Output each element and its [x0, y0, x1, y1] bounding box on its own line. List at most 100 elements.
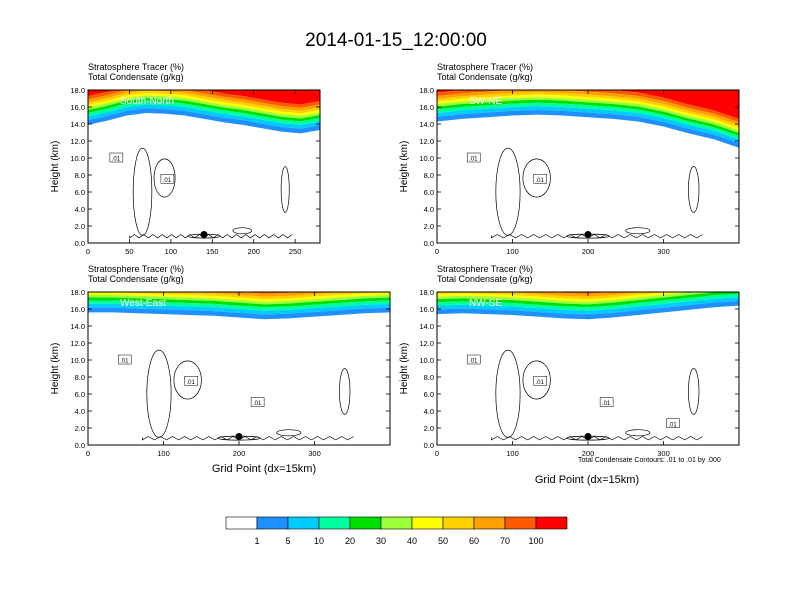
condensate-contour [339, 368, 351, 415]
tracer-band-2 [88, 303, 390, 315]
tracer-band-4 [88, 98, 320, 122]
y-tick-label: 6.0 [75, 188, 85, 197]
chart-panel-sw-ne: .01 .01 SW-NE 0.0 2.0 4.0 6.0 8.0 10.0 12.0 14.0 16… [399, 86, 740, 256]
contour-label: .01 [469, 157, 478, 163]
x-tick-label: 0 [435, 449, 439, 458]
tracer-band-2 [437, 297, 739, 315]
condensate-contour-low [129, 234, 293, 239]
contour-label: .01 [602, 401, 611, 407]
x-tick-label: 200 [582, 449, 595, 458]
panel-1-title: Stratosphere Tracer (%) Total Condensate… [88, 62, 184, 82]
plot-frame [87, 89, 321, 244]
colorbar-swatch [473, 516, 506, 530]
condensate-contour [688, 368, 700, 415]
y-tick-label: 14.0 [70, 120, 85, 129]
contour-label: .01 [253, 401, 262, 407]
y-tick-label: 18.0 [70, 86, 85, 95]
tracer-band-9 [437, 90, 739, 123]
y-tick-label: 12.0 [70, 137, 85, 146]
x-tick-label: 100 [506, 247, 519, 256]
plot-area: .01 .01 [88, 90, 320, 243]
contour-label-box [109, 152, 124, 163]
y-tick-label: 4.0 [424, 407, 434, 416]
tracer-band-100 [88, 90, 320, 105]
y-tick-label: 6.0 [424, 390, 434, 399]
y-tick-label: 0.0 [75, 441, 85, 450]
colorbar-swatch [535, 516, 568, 530]
y-tick-label: 8.0 [75, 171, 85, 180]
x-tick-label: 0 [86, 247, 90, 256]
colorbar-label: 1 [254, 536, 259, 546]
tracer-band-8 [499, 292, 643, 297]
contour-label-box [466, 152, 481, 163]
x-tick-label: 0 [86, 449, 90, 458]
condensate-contour [625, 227, 651, 235]
tracer-band-100 [437, 90, 739, 119]
y-tick-label: 18.0 [419, 288, 434, 297]
tracer-band-6 [437, 292, 693, 302]
condensate-contour [625, 429, 651, 437]
contour-label-box [117, 354, 132, 365]
tracer-band-3 [437, 102, 739, 140]
y-tick-label: 0.0 [424, 441, 434, 450]
colorbar-swatch [287, 516, 320, 530]
tracer-band-1 [437, 300, 739, 320]
y-tick-label: 6.0 [424, 188, 434, 197]
y-tick-label: 8.0 [424, 373, 434, 382]
y-axis-label: Height (km) [399, 343, 410, 395]
x-tick-label: 100 [157, 449, 170, 458]
condensate-contour [232, 227, 252, 235]
y-tick-label: 4.0 [424, 205, 434, 214]
panel-3-title-line-1: Stratosphere Tracer (%) [88, 264, 185, 274]
condensate-contour [688, 166, 700, 213]
condensate-contour [280, 166, 290, 213]
page-title: 2014-01-15_12:00:00 [305, 30, 487, 51]
colorbar: 1 5 10 20 30 40 50 60 70 100 [225, 516, 568, 546]
panel-2-title-line-2: Total Condensate (g/kg) [437, 72, 533, 82]
condensate-contour [522, 158, 551, 198]
x-axis-label-west-east: Grid Point (dx=15km) [211, 463, 317, 475]
plot-area: .01 .01 .01 .01 [437, 292, 739, 445]
x-tick-label: 100 [506, 449, 519, 458]
x-tick-label: 0 [435, 247, 439, 256]
y-axis-label: Height (km) [399, 141, 410, 193]
y-tick-label: 6.0 [75, 390, 85, 399]
contour-label-box [533, 376, 547, 386]
panel-4-title-line-2: Total Condensate (g/kg) [437, 274, 533, 284]
condensate-contour-low [491, 234, 703, 239]
y-tick-label: 0.0 [75, 239, 85, 248]
x-tick-label: 100 [165, 247, 178, 256]
location-marker [235, 433, 243, 440]
y-tick-label: 14.0 [419, 322, 434, 331]
x-tick-label: 200 [233, 449, 246, 458]
y-tick-label: 4.0 [75, 205, 85, 214]
panel-4-title-line-1: Stratosphere Tracer (%) [437, 264, 534, 274]
tracer-band-7 [437, 92, 739, 128]
y-tick-label: 14.0 [70, 322, 85, 331]
condensate-contour-low [142, 436, 354, 441]
contour-info-note: Total Condensate Contours: .01 to .01 by… [578, 457, 721, 464]
tracer-band-6 [88, 92, 320, 116]
y-tick-label: 12.0 [419, 339, 434, 348]
panel-1-title-line-2: Total Condensate (g/kg) [88, 72, 184, 82]
y-tick-label: 2.0 [424, 222, 434, 231]
x-tick-label: 150 [206, 247, 219, 256]
contour-label-box [250, 397, 265, 407]
colorbar-swatch [442, 516, 475, 530]
y-tick-label: 18.0 [70, 288, 85, 297]
colorbar-label: 20 [345, 536, 355, 546]
tracer-band-8 [88, 90, 320, 111]
y-tick-label: 10.0 [70, 356, 85, 365]
contour-label-box [184, 376, 198, 386]
panel-3-title: Stratosphere Tracer (%) Total Condensate… [88, 264, 184, 284]
panel-direction-label: SW-NE [469, 96, 502, 107]
tracer-band-1 [88, 307, 390, 320]
tracer-band-3 [437, 293, 739, 311]
x-tick-label: 50 [125, 247, 133, 256]
contour-label: .01 [112, 157, 121, 163]
tracer-band-2 [88, 104, 320, 129]
y-tick-label: 12.0 [70, 339, 85, 348]
colorbar-label: 70 [500, 536, 510, 546]
tracer-band-4 [437, 292, 739, 308]
x-tick-label: 250 [289, 247, 302, 256]
